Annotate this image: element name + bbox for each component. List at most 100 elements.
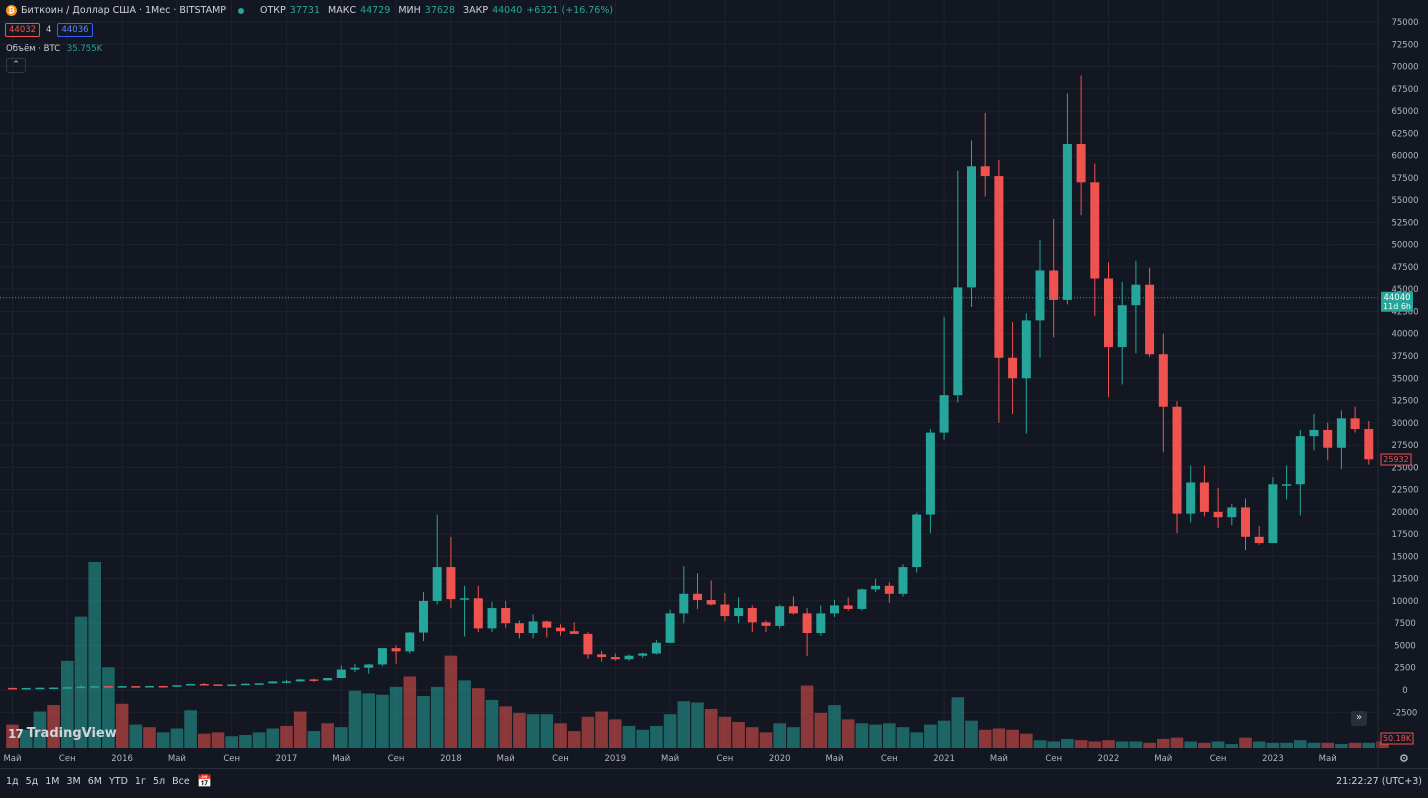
candle-body [1049,270,1059,300]
tradingview-logo: 17 TradingView [8,726,117,741]
y-tick-label: 60000 [1391,152,1418,162]
volume-bar [1088,741,1102,748]
range-button-7[interactable]: 5л [152,776,166,787]
volume-bar [1239,737,1252,748]
prev-close-label: 25932 [1383,455,1408,464]
candle-body [857,589,867,609]
volume-bar [1307,742,1321,748]
volume-bar [198,733,211,748]
range-button-0[interactable]: 1д [6,776,19,787]
range-button-2[interactable]: 1М [45,776,60,787]
x-tick-label: Май [661,754,679,764]
volume-bar [472,688,485,748]
volume-bar [924,724,937,748]
volume-bar [239,734,252,748]
volume-bar [704,708,718,748]
close-value: 44040 [492,5,523,16]
volume-bar [1061,738,1074,748]
range-button-8[interactable]: Все [172,776,190,787]
y-tick-label: 40000 [1391,330,1418,340]
range-button-1[interactable]: 5д [25,776,39,787]
candle-body [103,686,113,688]
candle-body [295,679,305,682]
candle-body [624,655,634,660]
candle-body [268,681,278,684]
y-tick-label: 65000 [1391,107,1418,117]
volume-bar [417,695,430,748]
range-button-4[interactable]: 6М [87,776,102,787]
settings-icon[interactable]: ⚙ [1399,752,1409,765]
y-tick-label: 5000 [1394,641,1416,651]
candle-body [405,632,415,652]
scroll-to-realtime-button[interactable]: » [1351,711,1367,726]
spread-value: 4 [46,25,52,35]
volume-bar [499,706,512,748]
volume-bar [759,732,773,748]
last-price-label: 44040 [1383,293,1410,303]
candle-body [35,687,45,690]
prev-close-badge [1380,453,1412,466]
candle-body [158,685,168,688]
collapse-legend-button[interactable]: ⌃ [6,58,26,73]
volume-bar [1047,741,1060,748]
volume-bar [335,727,348,748]
x-tick-label: Сен [881,754,898,764]
range-button-5[interactable]: YTD [109,776,128,787]
y-tick-label: 62500 [1391,129,1418,139]
clock[interactable]: 21:22:27 (UTC+3) [1336,776,1422,787]
volume-bar [526,714,540,748]
low-label: МИН [398,5,421,16]
candle-body [720,604,730,617]
volume-bar [650,725,663,748]
volume-bar [1321,742,1334,748]
candle-body [884,585,894,594]
volume-bar [937,720,951,748]
volume-bar [1020,733,1033,748]
candle-body [21,687,31,690]
candle-body [1282,484,1292,486]
high-label: МАКС [328,5,357,16]
y-tick-label: 75000 [1391,18,1418,28]
tradingview-mark-icon: 17 [8,726,24,741]
candle-body [1090,182,1100,279]
x-tick-label: 2016 [111,754,133,764]
candle-body [1186,482,1196,514]
volume-bar [1348,742,1362,748]
volume-bar [115,703,129,748]
candle-body [76,686,86,689]
y-tick-label: 25000 [1391,463,1418,473]
symbol-title[interactable]: Биткоин / Доллар США · 1Мес · BITSTAMP [21,5,227,16]
x-tick-label: Сен [59,754,76,764]
candle-body [1241,507,1250,537]
y-tick-label: 70000 [1391,63,1418,73]
open-value: 37731 [289,5,321,16]
volume-bar [1115,741,1129,748]
x-tick-label: 2019 [604,754,626,764]
candle-body [1076,144,1086,183]
volume-bar [896,727,910,748]
x-tick-label: Май [1319,754,1337,764]
candle-body [1268,484,1278,544]
y-tick-label: 72500 [1391,40,1418,50]
volume-bar [855,723,869,748]
volume-bar [19,729,33,748]
volume-value: 35.755K [66,44,103,54]
candle-body [980,166,990,177]
volume-bar [1157,738,1170,748]
volume-bar [1129,741,1143,748]
volume-bar [444,655,458,748]
volume-bar [225,736,238,748]
volume-bar [828,705,841,748]
candle-body [556,627,565,632]
range-button-3[interactable]: 3М [66,776,81,787]
buy-button[interactable]: 44036 [57,23,93,37]
sell-button[interactable]: 44032 [5,23,41,37]
x-tick-label: Сен [717,754,734,764]
calendar-icon[interactable]: 📅 [197,774,212,788]
bottom-toolbar: 1д 5д 1М 3М 6М YTD 1г 5л Все 📅 21:22:27 (UTC+3) [0,768,1428,798]
volume-axis-label: 50.18K [1383,734,1412,743]
range-button-6[interactable]: 1г [134,776,146,787]
open-label: ОТКР [260,5,286,16]
volume-bar [869,724,882,748]
